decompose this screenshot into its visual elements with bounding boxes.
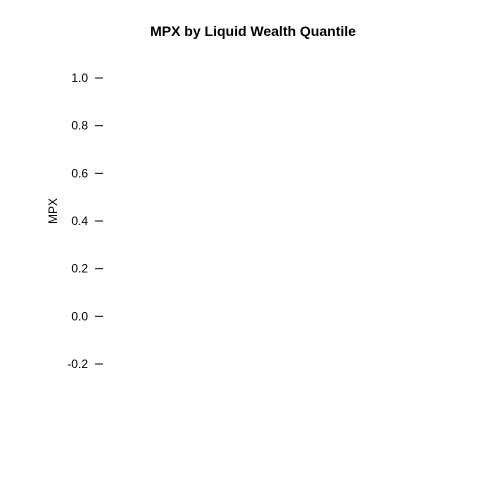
y-tick-label: 0.8 <box>71 119 88 133</box>
y-axis-label: MPX <box>46 198 60 224</box>
y-axis: -0.2 0.0 0.2 0.4 0.6 0.8 1.0 <box>67 71 103 371</box>
y-tick-label: 1.0 <box>71 71 88 85</box>
y-tick-label: 0.4 <box>71 214 88 228</box>
y-tick-label: -0.2 <box>67 357 88 371</box>
chart-title: MPX by Liquid Wealth Quantile <box>150 23 356 39</box>
y-tick-label: 0.6 <box>71 166 88 180</box>
y-tick-label: 0.2 <box>71 262 88 276</box>
y-tick-label: 0.0 <box>71 309 88 323</box>
